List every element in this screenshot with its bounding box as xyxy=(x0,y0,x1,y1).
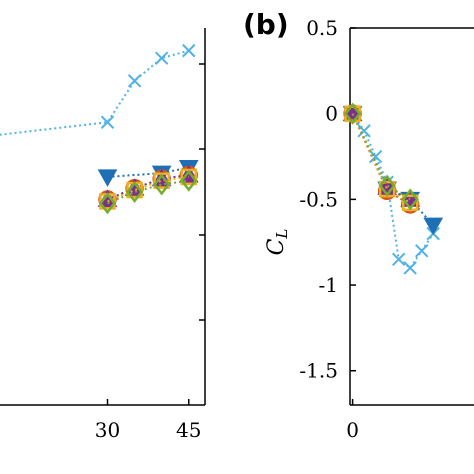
panel-a-x-ticks: 30 45 xyxy=(95,399,201,442)
panel-b-y-tick-label-0: 0.5 xyxy=(306,16,338,40)
panel-b-series-5-point-1 xyxy=(378,174,396,197)
panel-a-series-1-line xyxy=(107,166,189,178)
panel-a-series-5-line xyxy=(107,179,189,205)
panel-a-series-5-point-2 xyxy=(153,173,171,196)
panel-a-series-0-line xyxy=(0,49,190,136)
panel-a-x-tick-label-0: 30 xyxy=(95,418,120,442)
panel-b-y-tick-label-4: -1.5 xyxy=(299,359,338,383)
panel-a-series-1-point-0 xyxy=(97,169,118,187)
panel-b-x-tick-label-0: 0 xyxy=(346,418,359,442)
panel-b-series-0-point-2 xyxy=(368,149,383,164)
panel-b-y-tick-label-2: -0.5 xyxy=(299,187,338,211)
panel-a-series-5-point-0 xyxy=(98,192,117,215)
panel-a-series-3-line xyxy=(107,174,189,201)
panel-b-series-5-point-2 xyxy=(401,188,419,211)
panel-a-series xyxy=(0,43,199,215)
panel-a-y-ticks xyxy=(199,63,205,321)
panel-b-series-0-point-1 xyxy=(357,124,371,138)
panel-a-series-0-point-1 xyxy=(100,115,115,129)
panel-b-series-0-point-4 xyxy=(391,252,406,267)
panel-b-series-0-point-6 xyxy=(415,244,429,258)
panel-a-series-2-line xyxy=(107,174,189,201)
panel-b-y-tick-label-1: 0 xyxy=(325,102,338,126)
panel-b-series-5-point-0 xyxy=(344,102,362,125)
panel-b: (b) CL 0.5 0 -0.5 -1 -1.5 0 xyxy=(243,8,474,442)
panel-a-series-4-line xyxy=(107,175,189,203)
panel-a-x-tick-label-1: 45 xyxy=(176,418,201,442)
panel-b-y-axis-label: CL xyxy=(264,229,291,256)
panel-b-series-1-point-3 xyxy=(423,217,444,236)
panel-b-x-ticks: 0 xyxy=(346,399,359,442)
panel-b-y-tick-label-3: -1 xyxy=(319,273,338,297)
panel-a: 30 45 xyxy=(0,28,206,442)
panel-a-series-0-point-3 xyxy=(154,51,169,65)
panel-b-series-5-line xyxy=(351,113,411,201)
panel-a-series-5-point-3 xyxy=(180,169,198,192)
panel-b-series-0-point-5 xyxy=(403,261,417,275)
panel-b-series xyxy=(342,102,444,275)
panel-a-series-5-point-1 xyxy=(125,180,144,204)
panel-a-series-0-point-2 xyxy=(127,74,142,88)
panel-b-tag: (b) xyxy=(243,8,289,41)
panel-a-series-0-point-4 xyxy=(182,43,196,58)
panel-b-y-ticks: 0.5 0 -0.5 -1 -1.5 xyxy=(299,16,356,383)
